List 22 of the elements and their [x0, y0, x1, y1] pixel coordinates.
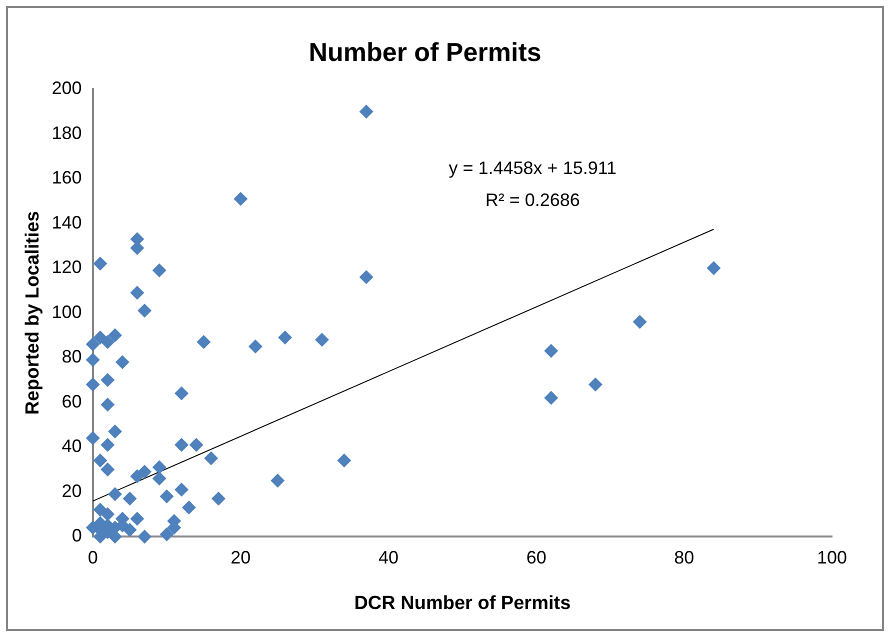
- x-tick-label: 60: [526, 547, 546, 568]
- y-tick-label: 20: [62, 480, 82, 501]
- y-axis-title: Reported by Localities: [22, 211, 44, 415]
- y-tick-label: 140: [52, 212, 82, 232]
- x-axis-title: DCR Number of Permits: [354, 592, 571, 614]
- x-tick-label: 20: [230, 547, 251, 568]
- y-tick-label: 80: [62, 346, 82, 367]
- y-tick-label: 60: [62, 391, 82, 412]
- x-tick-label: 0: [88, 547, 98, 568]
- y-tick-label: 40: [62, 436, 82, 456]
- annotation: R² = 0.2686: [485, 190, 580, 210]
- y-tick-label: 160: [52, 168, 82, 188]
- annotation: y = 1.4458x + 15.911: [448, 158, 617, 178]
- x-tick-label: 40: [378, 547, 399, 568]
- x-tick-label: 80: [674, 547, 694, 568]
- y-tick-label: 200: [52, 78, 82, 98]
- y-tick-label: 100: [52, 302, 82, 322]
- x-tick-label: 100: [816, 547, 848, 568]
- chart-title: Number of Permits: [308, 36, 542, 67]
- y-tick-label: 0: [72, 526, 82, 546]
- y-tick-label: 180: [52, 122, 82, 143]
- y-tick-label: 120: [52, 257, 82, 278]
